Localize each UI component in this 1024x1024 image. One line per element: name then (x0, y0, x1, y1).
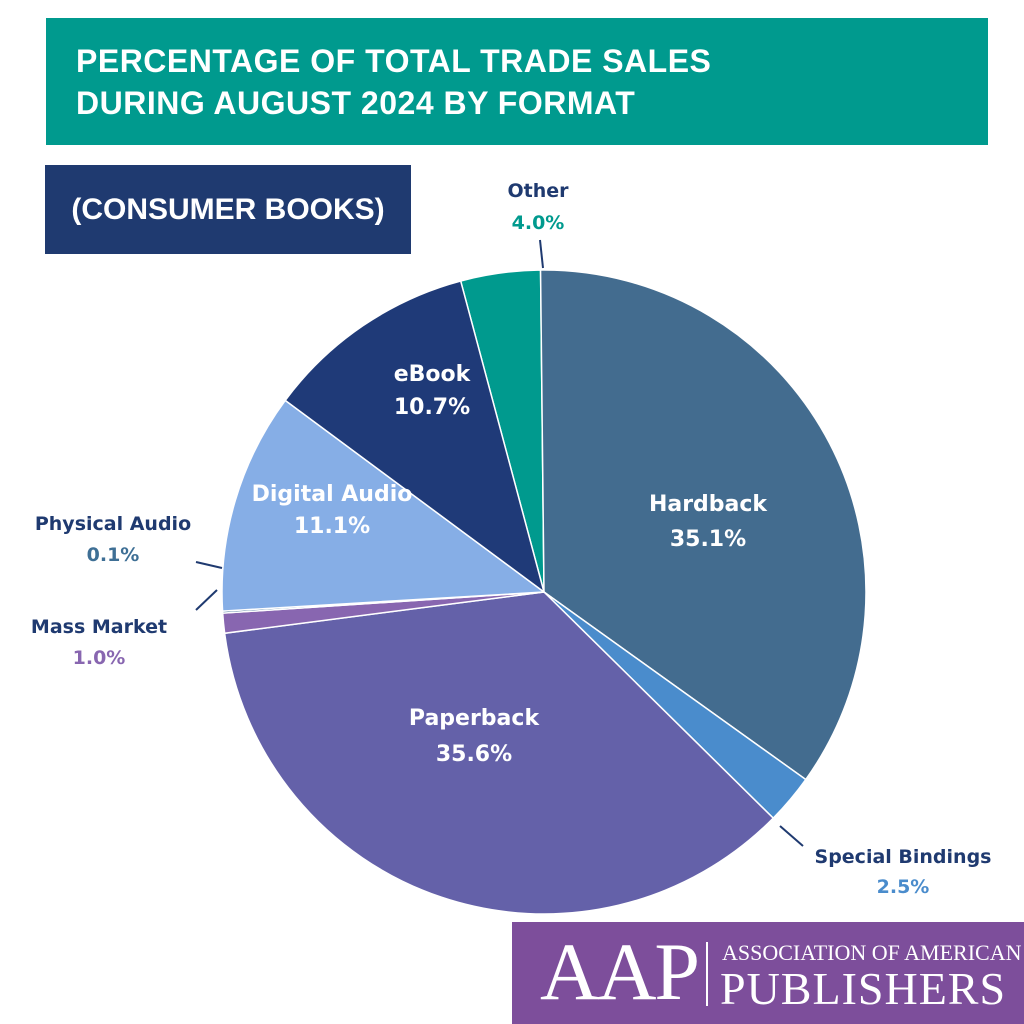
logo-divider (706, 942, 708, 1006)
slice-label-other: Other (507, 180, 569, 202)
slice-value-hardback: 35.1% (670, 527, 746, 552)
chart-subtitle: (CONSUMER BOOKS) (45, 165, 411, 254)
slice-value-other: 4.0% (512, 212, 565, 234)
pie-slice-paperback (223, 591, 775, 915)
slice-label-mass-market: Mass Market (31, 616, 167, 638)
slice-value-ebook: 10.7% (394, 395, 470, 420)
slice-value-physical-audio: 0.1% (87, 544, 140, 566)
pie-slice-ebook (284, 280, 546, 594)
pie-slice-digital-audio (221, 399, 547, 612)
slice-label-special-bindings: Special Bindings (815, 846, 992, 868)
logo-line-1: ASSOCIATION OF AMERICAN (722, 940, 1022, 965)
slice-value-digital-audio: 11.1% (294, 514, 370, 539)
leader-line-physical-audio (195, 561, 223, 569)
leader-line-special-bindings (779, 825, 804, 847)
logo-line-2: PUBLISHERS (720, 963, 1007, 1014)
title-banner: PERCENTAGE OF TOTAL TRADE SALES DURING A… (46, 18, 988, 145)
slice-label-hardback: Hardback (649, 492, 768, 517)
logo-mark: AAP (540, 926, 700, 1017)
chart-title-line-1: PERCENTAGE OF TOTAL TRADE SALES (76, 43, 712, 79)
slice-value-special-bindings: 2.5% (877, 876, 930, 898)
leader-line-other (539, 239, 544, 269)
slice-label-digital-audio: Digital Audio (252, 482, 413, 507)
slice-value-mass-market: 1.0% (73, 647, 126, 669)
aap-logo: AAP ASSOCIATION OF AMERICAN PUBLISHERS (512, 922, 1024, 1024)
chart-title-line-2: DURING AUGUST 2024 BY FORMAT (76, 85, 636, 121)
slice-label-physical-audio: Physical Audio (35, 513, 191, 535)
pie-slice-hardback (539, 269, 867, 781)
slice-label-paperback: Paperback (409, 706, 541, 731)
leader-line-mass-market (195, 589, 218, 611)
slice-value-paperback: 35.6% (436, 742, 512, 767)
slice-label-ebook: eBook (394, 362, 472, 387)
